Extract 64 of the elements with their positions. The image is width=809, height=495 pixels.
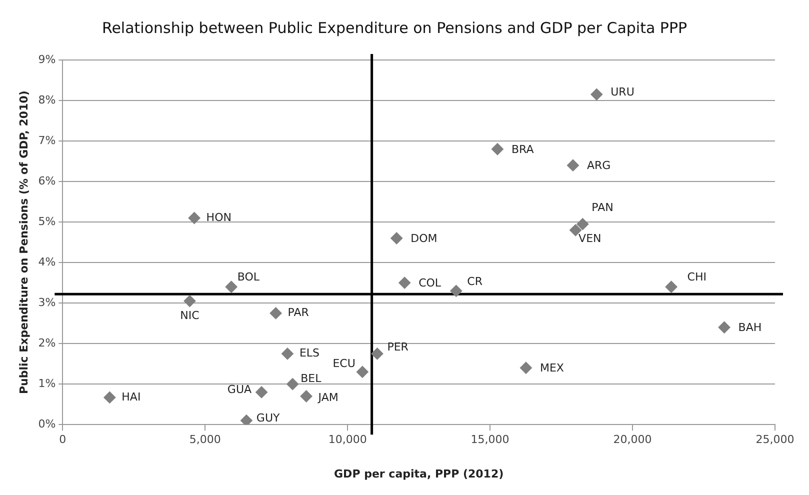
point (566, 159, 579, 172)
point (104, 391, 116, 404)
x-axis-title: GDP per capita, PPP (2012) (334, 467, 504, 480)
chart-title: Relationship between Public Expenditure on Pensions and GDP per Capita PPP (102, 18, 688, 37)
point (450, 284, 462, 297)
annotation: COL (418, 276, 442, 290)
annotation: PAN (592, 200, 614, 214)
y-tick-label: 0% (38, 417, 56, 430)
annotation: BEL (300, 372, 322, 385)
point (590, 88, 603, 100)
annotation: VEN (578, 232, 602, 246)
point (225, 280, 238, 293)
point (270, 307, 282, 320)
y-tick-label: 1% (38, 376, 56, 390)
point (398, 276, 411, 289)
point (356, 366, 368, 378)
annotation: JAM (317, 391, 338, 404)
point (281, 348, 294, 360)
y-tick-label: 9% (38, 52, 56, 66)
point (300, 390, 312, 402)
annotation: BAH (738, 321, 762, 334)
annotation: ECU (332, 356, 356, 370)
annotation: GUY (256, 411, 280, 424)
y-tick-label: 7% (38, 134, 56, 147)
y-tick-label: 2% (38, 336, 56, 350)
point (718, 321, 730, 334)
annotation: NIC (180, 308, 200, 322)
point (256, 386, 268, 398)
x-tick-label: 15,000 (470, 433, 510, 446)
annotation: BRA (511, 142, 534, 156)
x-tick-label: 0 (59, 433, 66, 446)
annotation: BOL (237, 270, 260, 284)
point (184, 295, 196, 308)
y-tick-label: 3% (38, 296, 56, 309)
annotation: ELS (299, 346, 320, 360)
annotation: HAI (122, 390, 141, 404)
y-tick-label: 4% (38, 255, 56, 268)
annotation: ARG (586, 159, 611, 172)
y-tick-label: 8% (38, 93, 56, 106)
y-tick-label: 5% (38, 214, 56, 228)
annotation: URU (610, 85, 634, 98)
y-tick-label: 6% (38, 174, 56, 188)
point (491, 143, 504, 156)
annotation: HON (206, 210, 232, 224)
annotation: CR (467, 274, 483, 288)
annotation: GUA (227, 383, 252, 396)
annotation: PER (387, 340, 409, 354)
x-tick-label: 25,000 (756, 433, 794, 446)
point (188, 212, 200, 224)
y-axis-title: Public Expenditure on Pensions (% of GDP, 2010) (17, 90, 30, 394)
point (576, 218, 589, 230)
annotation: CHI (687, 270, 706, 284)
x-tick-label: 20,000 (613, 433, 652, 446)
annotation: MEX (540, 362, 564, 375)
point (665, 280, 678, 293)
x-tick-label: 10,000 (328, 433, 367, 446)
point (240, 414, 252, 425)
point (390, 232, 403, 244)
point (371, 348, 384, 360)
x-tick-label: 5,000 (189, 433, 221, 446)
annotation: DOM (410, 232, 438, 246)
point (286, 378, 299, 390)
annotation: PAR (288, 306, 310, 320)
point (520, 362, 532, 374)
